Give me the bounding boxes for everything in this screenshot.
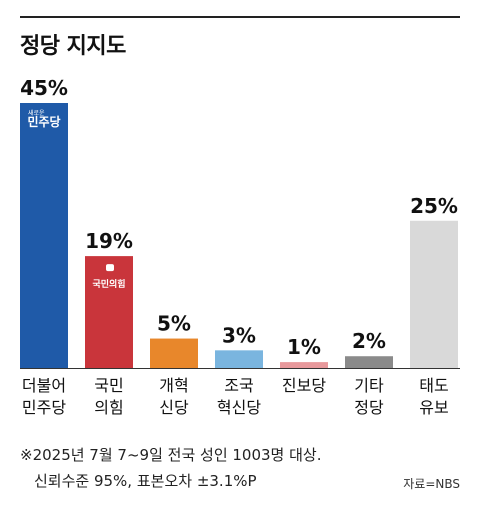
category-label-1-1: 의힘 — [94, 398, 123, 417]
bar-1 — [85, 256, 133, 368]
value-label-6: 25% — [410, 194, 458, 218]
category-label-4-0: 진보당 — [282, 376, 326, 395]
value-label-4: 1% — [287, 335, 321, 359]
logo-ppp: 국민의힘 — [92, 278, 125, 290]
bar-0 — [20, 103, 68, 368]
logo-dem-small: 새로운 — [28, 109, 45, 117]
bar-3 — [215, 350, 263, 368]
category-label-6-0: 태도 — [419, 376, 448, 395]
category-label-3-0: 조국 — [224, 376, 253, 395]
bar-2 — [150, 338, 198, 368]
bar-5 — [345, 356, 393, 368]
value-label-5: 2% — [352, 329, 386, 353]
logo-dem: 민주당 — [27, 114, 60, 129]
category-label-3-1: 혁신당 — [217, 398, 261, 417]
category-label-2-0: 개혁 — [159, 376, 188, 395]
bar-4 — [280, 362, 328, 368]
top-rule — [20, 16, 460, 18]
category-label-0-1: 민주당 — [22, 398, 66, 417]
bar-6 — [410, 220, 458, 368]
value-label-2: 5% — [157, 312, 191, 336]
bar-chart: 45%더불어민주당19%국민의힘5%개혁신당3%조국혁신당1%진보당2%기타정당… — [20, 76, 460, 417]
category-label-0-0: 더불어 — [22, 376, 66, 395]
category-label-1-0: 국민 — [94, 376, 123, 395]
category-label-6-1: 유보 — [419, 398, 448, 417]
logo-ppp-mark — [106, 264, 114, 272]
value-label-0: 45% — [20, 76, 68, 100]
category-label-5-1: 정당 — [354, 398, 384, 417]
source-credit: 자료=NBS — [403, 477, 460, 491]
category-label-5-0: 기타 — [354, 376, 384, 395]
category-label-2-1: 신당 — [159, 398, 189, 417]
footnote-survey: ※2025년 7월 7~9일 전국 성인 1003명 대상. — [20, 446, 322, 464]
value-label-3: 3% — [222, 323, 256, 347]
footnote-confidence: 신뢰수준 95%, 표본오차 ±3.1%P — [34, 472, 257, 490]
value-label-1: 19% — [85, 229, 133, 253]
chart-title: 정당 지지도 — [20, 34, 126, 59]
